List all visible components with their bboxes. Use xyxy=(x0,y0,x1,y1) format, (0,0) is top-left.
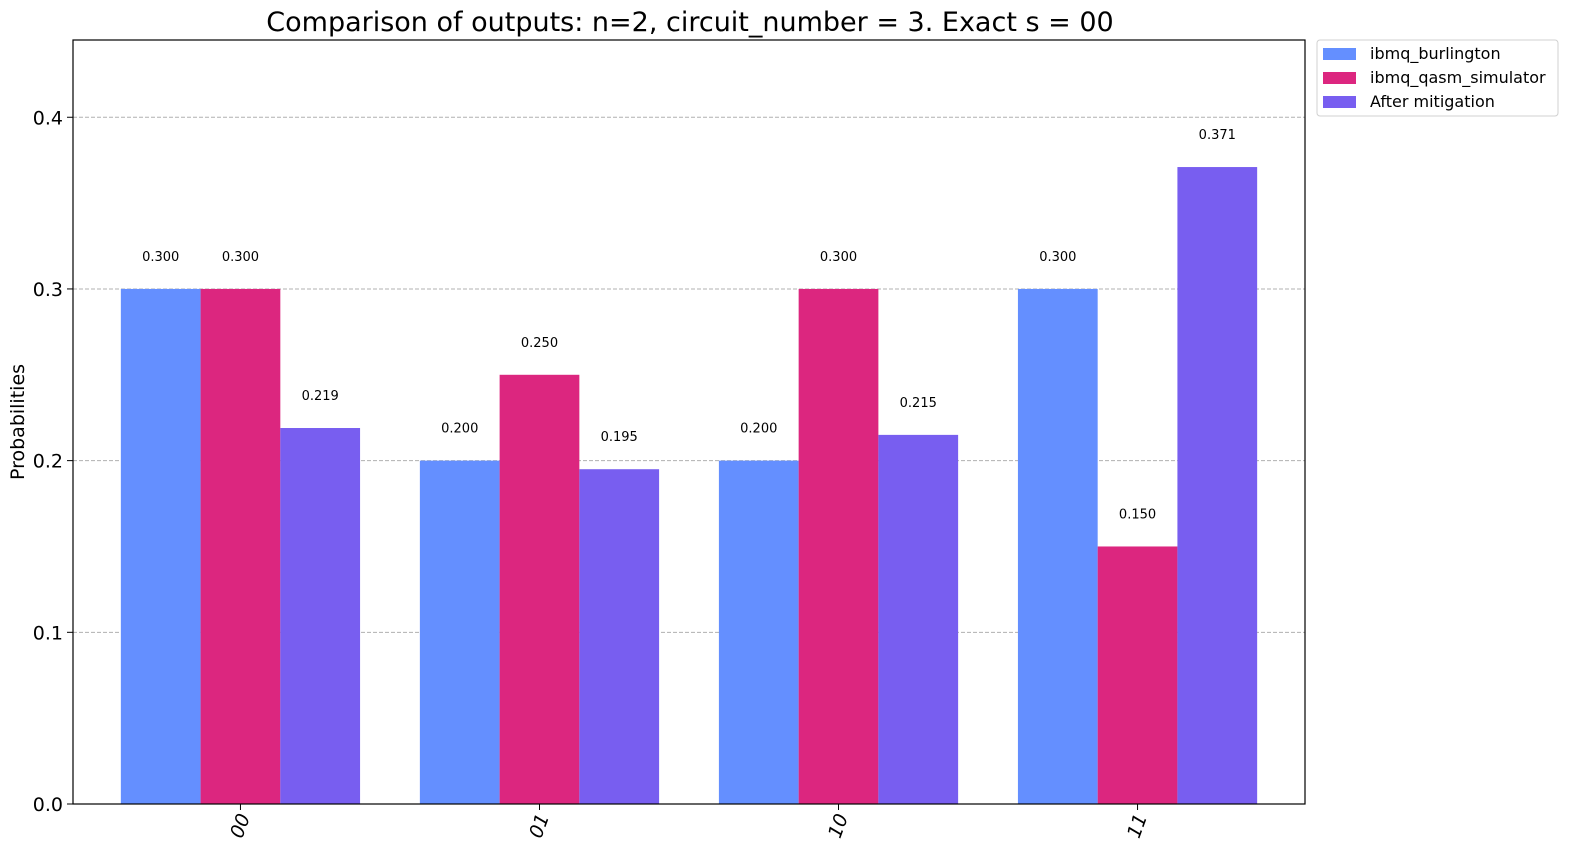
bar xyxy=(878,434,959,804)
data-label: 0.150 xyxy=(1119,507,1156,522)
bar xyxy=(120,288,201,804)
y-tick-label: 0.4 xyxy=(33,107,63,129)
data-label: 0.300 xyxy=(222,250,259,265)
y-tick-label: 0.3 xyxy=(33,279,63,301)
bar xyxy=(200,288,281,804)
data-label: 0.371 xyxy=(1199,128,1236,143)
bar-labels-group: 0.300 0.300 0.219 0.200 0.250 0.195 0.200 0.300… xyxy=(142,128,1236,522)
bar xyxy=(798,288,879,804)
plot-frame xyxy=(72,39,1306,805)
bar xyxy=(419,460,500,804)
x-axis-ticks: 00 01 10 11 xyxy=(226,804,1152,841)
x-tick-label: 11 xyxy=(1123,811,1152,841)
bar xyxy=(1097,546,1178,804)
data-label: 0.300 xyxy=(1039,250,1076,265)
legend: ibmq_burlington ibmq_qasm_simulator After … xyxy=(1316,39,1559,117)
data-label: 0.200 xyxy=(441,422,478,437)
legend-entry: ibmq_qasm_simulator xyxy=(1370,68,1546,88)
data-label: 0.219 xyxy=(302,389,339,404)
bar xyxy=(1177,167,1258,805)
y-axis-ticks: 0.0 0.1 0.2 0.3 0.4 xyxy=(33,107,73,816)
data-label: 0.195 xyxy=(601,430,638,445)
data-label: 0.300 xyxy=(142,250,179,265)
data-label: 0.200 xyxy=(740,422,777,437)
y-tick-label: 0.1 xyxy=(33,622,63,644)
x-tick-label: 01 xyxy=(525,811,554,841)
legend-swatch xyxy=(1323,96,1356,108)
data-label: 0.250 xyxy=(521,336,558,351)
bar xyxy=(1017,288,1098,804)
chart-title: Comparison of outputs: n=2, circuit_numb… xyxy=(266,7,1113,38)
legend-entry: After mitigation xyxy=(1370,92,1495,111)
legend-entry: ibmq_burlington xyxy=(1370,44,1501,64)
y-tick-label: 0.2 xyxy=(33,451,63,473)
x-tick-label: 10 xyxy=(824,811,853,841)
bar xyxy=(499,374,580,804)
data-label: 0.300 xyxy=(820,250,857,265)
x-tick-label: 00 xyxy=(226,811,255,841)
bar xyxy=(579,469,660,804)
y-axis-label: Probabilities xyxy=(7,364,29,480)
bar xyxy=(718,460,799,804)
data-label: 0.215 xyxy=(900,396,937,411)
bars-group xyxy=(120,167,1258,805)
legend-swatch xyxy=(1323,72,1356,84)
bar xyxy=(280,428,361,804)
legend-swatch xyxy=(1323,48,1356,60)
legend-box xyxy=(1316,39,1559,117)
y-tick-label: 0.0 xyxy=(33,794,63,816)
